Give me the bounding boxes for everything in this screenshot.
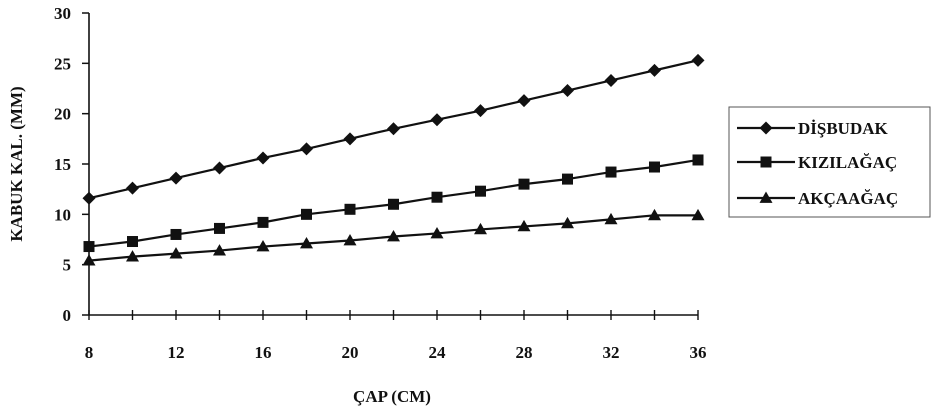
diamond-point bbox=[126, 181, 139, 195]
series-3 bbox=[82, 208, 705, 266]
triangle-point bbox=[691, 208, 705, 221]
x-tick-label: 16 bbox=[255, 343, 272, 362]
diamond-point bbox=[213, 161, 226, 175]
chart-axes: 0 5 10 15 20 25 30 8 12 16 20 24 28 32 36 bbox=[54, 4, 707, 362]
legend-item: AKÇAAĞAÇ bbox=[737, 189, 898, 208]
series-1 bbox=[82, 53, 705, 205]
square-point bbox=[692, 154, 704, 166]
legend-item: KIZILAĞAÇ bbox=[737, 153, 897, 172]
x-tick-label: 12 bbox=[168, 343, 185, 362]
triangle-point bbox=[561, 216, 574, 229]
diamond-point bbox=[387, 122, 400, 136]
triangle-point bbox=[387, 229, 400, 242]
y-tick-label: 20 bbox=[54, 105, 71, 124]
square-point bbox=[83, 241, 95, 253]
square-point bbox=[344, 203, 356, 215]
x-tick-label: 20 bbox=[342, 343, 359, 362]
legend-box bbox=[728, 106, 931, 218]
y-tick-label: 0 bbox=[63, 306, 72, 325]
x-axis-title: ÇAP (CM) bbox=[353, 387, 431, 406]
y-tick-label: 25 bbox=[54, 54, 71, 73]
legend-label: KIZILAĞAÇ bbox=[798, 153, 897, 172]
triangle-legend-icon bbox=[759, 191, 773, 203]
x-tick-label: 32 bbox=[603, 343, 620, 362]
chart-series-layer bbox=[82, 53, 705, 266]
y-tick-label: 15 bbox=[54, 155, 71, 174]
diamond-point bbox=[82, 191, 96, 205]
x-tick-label: 28 bbox=[516, 343, 533, 362]
diamond-point bbox=[256, 151, 270, 165]
triangle-point bbox=[300, 237, 313, 249]
triangle-point bbox=[343, 234, 357, 246]
square-legend-icon bbox=[760, 156, 772, 168]
x-tick-label: 24 bbox=[429, 343, 447, 362]
triangle-point bbox=[82, 254, 96, 266]
triangle-point bbox=[213, 244, 226, 256]
diamond-point bbox=[343, 132, 357, 146]
diamond-point bbox=[169, 171, 183, 185]
square-point bbox=[649, 161, 660, 173]
chart-legend: DİŞBUDAK KIZILAĞAÇ AKÇAAĞAÇ bbox=[728, 106, 931, 218]
diamond-point bbox=[430, 113, 444, 127]
square-point bbox=[475, 185, 486, 197]
legend-item: DİŞBUDAK bbox=[737, 119, 889, 138]
triangle-point bbox=[126, 250, 139, 262]
diamond-point bbox=[474, 104, 487, 118]
legend-label: DİŞBUDAK bbox=[798, 119, 889, 138]
x-tick-label: 36 bbox=[690, 343, 707, 362]
legend-label: AKÇAAĞAÇ bbox=[798, 189, 898, 208]
diamond-point bbox=[648, 63, 661, 77]
diamond-point bbox=[561, 84, 574, 98]
triangle-point bbox=[517, 219, 531, 232]
diamond-point bbox=[604, 73, 618, 87]
series-2 bbox=[83, 154, 704, 253]
square-point bbox=[301, 208, 312, 220]
y-tick-label: 30 bbox=[54, 4, 71, 23]
square-point bbox=[214, 222, 225, 234]
triangle-point bbox=[169, 247, 183, 259]
square-point bbox=[257, 216, 269, 228]
square-point bbox=[562, 173, 573, 185]
triangle-point bbox=[648, 208, 661, 221]
square-point bbox=[431, 191, 443, 203]
diamond-point bbox=[517, 94, 531, 108]
square-point bbox=[388, 198, 399, 210]
diamond-legend-icon bbox=[759, 121, 773, 135]
triangle-point bbox=[256, 240, 270, 252]
x-tick-label: 8 bbox=[85, 343, 94, 362]
triangle-point bbox=[474, 222, 487, 235]
square-point bbox=[127, 236, 138, 248]
diamond-point bbox=[691, 53, 705, 67]
y-tick-label: 5 bbox=[63, 256, 72, 275]
triangle-point bbox=[604, 212, 618, 225]
square-point bbox=[518, 178, 530, 190]
y-tick-label: 10 bbox=[54, 205, 71, 224]
square-point bbox=[170, 228, 182, 240]
diamond-point bbox=[300, 142, 313, 156]
y-axis-title: KABUK KAL. (MM) bbox=[7, 86, 26, 241]
triangle-point bbox=[430, 226, 444, 239]
square-point bbox=[605, 166, 617, 178]
